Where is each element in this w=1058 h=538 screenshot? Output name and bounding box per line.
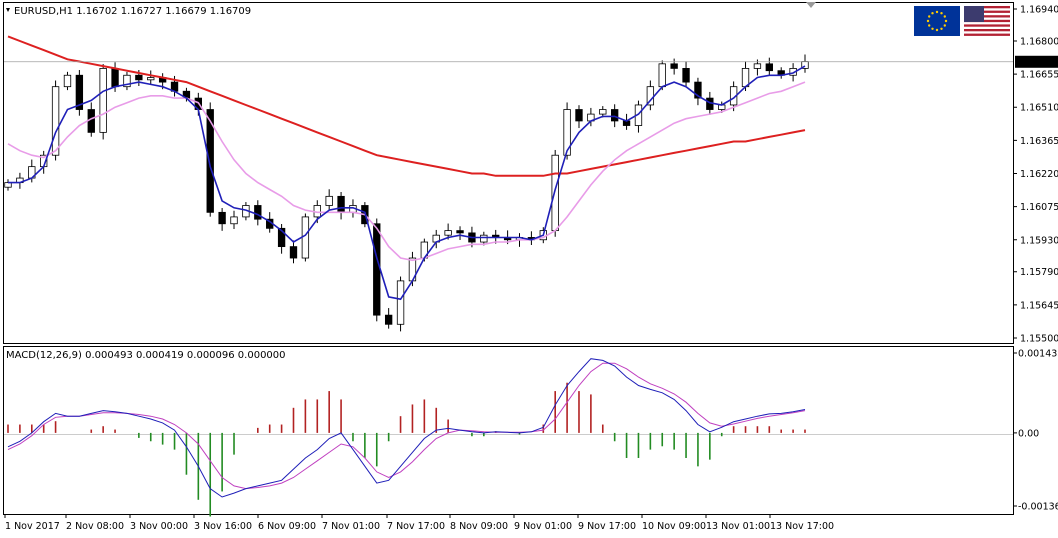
time-tick-label: 13 Nov 01:00 [706,521,770,532]
macd-tick-label: -0.001365 [1018,502,1058,513]
ma-slow-line [7,35,806,177]
eu-flag-icon [914,6,960,36]
price-tick-label: 1.15790 [1020,267,1058,278]
candle [384,308,393,329]
current-price-label: 1.16709 [1018,57,1057,68]
price-tick-label: 1.16365 [1020,136,1058,147]
price-tick-label: 1.15500 [1020,334,1058,345]
macd-tick-label: 0.00 [1018,428,1039,439]
time-tick-label: 3 Nov 16:00 [194,521,252,532]
price-tick-label: 1.16075 [1020,202,1058,213]
symbol-dropdown-icon[interactable] [6,8,10,12]
candle [147,70,155,85]
macd-histogram [7,382,806,517]
macd-lines [7,358,806,498]
candle [373,218,381,322]
macd-info: MACD(12,26,9) 0.000493 0.000419 0.000096… [6,350,286,361]
time-tick-label: 7 Nov 01:00 [322,521,380,532]
time-tick-label: 13 Nov 17:00 [770,521,834,532]
price-tick-label: 1.16220 [1020,169,1058,180]
candle [753,59,762,76]
candle [218,207,226,231]
time-tick-label: 2 Nov 08:00 [66,521,124,532]
time-tick-label: 9 Nov 17:00 [578,521,636,532]
price-tick-label: 1.16800 [1020,36,1058,47]
time-tick-label: 7 Nov 17:00 [387,521,445,532]
candle [480,231,488,246]
time-tick-label: 9 Nov 01:00 [514,521,572,532]
candle [325,189,333,210]
candle [670,58,678,75]
macd-signal-line [7,362,806,490]
candle [99,64,107,140]
candle [575,105,583,129]
price-tick-label: 1.15645 [1020,300,1058,311]
candle [123,71,131,91]
symbol-header: EURUSD,H1 1.16702 1.16727 1.16679 1.1670… [6,6,251,17]
candle [75,70,84,116]
candle [277,223,286,254]
time-tick-label: 3 Nov 00:00 [130,521,188,532]
axis-ticks: 1.16940 1.16800 1.16655 1.16510 1.16365 1.162… [4,5,1058,532]
macd-tick-label: 0.001433 [1018,349,1058,360]
candle [396,276,405,332]
candle [694,77,702,106]
macd-main-line [7,358,806,498]
candle [289,240,298,264]
candle [230,210,238,230]
ma-fast-line [8,65,806,301]
candle [682,61,690,87]
time-tick-label: 1 Nov 2017 [5,521,60,532]
price-tick-label: 1.16940 [1020,5,1058,16]
candle [51,80,60,161]
us-flag-icon [964,6,1010,36]
candle [301,213,310,262]
macd-panel-frame [3,346,1014,515]
ma-mid-line [7,81,806,262]
candle [551,149,559,237]
candle [456,226,464,240]
candle [63,71,72,91]
current-price-badge [1015,55,1058,68]
price-tick-label: 1.15930 [1020,235,1058,246]
candle [254,200,262,226]
time-tick-label: 10 Nov 09:00 [642,521,706,532]
candle [765,57,773,76]
price-tick-label: 1.16510 [1020,103,1058,114]
moving-averages [7,35,806,301]
symbol-info: EURUSD,H1 1.16702 1.16727 1.16679 1.1670… [14,6,251,17]
time-tick-label: 6 Nov 09:00 [258,521,316,532]
price-tick-label: 1.16655 [1020,70,1058,81]
time-tick-label: 8 Nov 09:00 [450,521,508,532]
chart-shift-marker[interactable] [806,2,816,8]
